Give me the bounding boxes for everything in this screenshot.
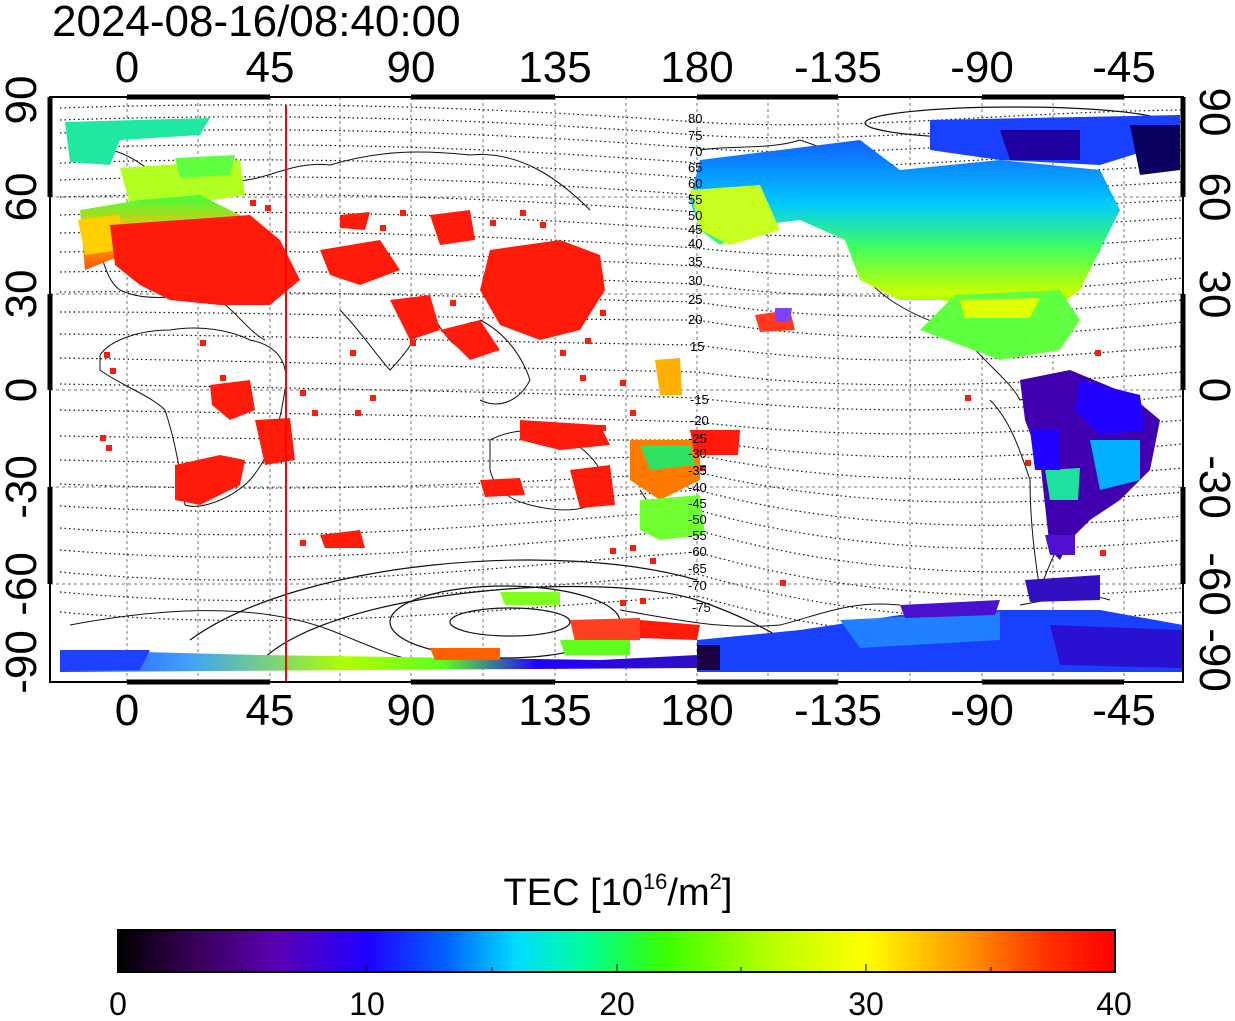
colorbar-tick-label: 30	[848, 986, 884, 1021]
top-axis-label: -135	[794, 43, 882, 92]
colorbar-tick-label: 40	[1096, 986, 1132, 1021]
left-axis-label: -90	[0, 630, 46, 694]
map-plot-area: 80 75 70 65 60 55 50 45 40 35 30 25 20 1…	[50, 97, 1183, 682]
contour-label: 25	[688, 292, 702, 307]
top-longitude-axis: 0 45 90 135 180 -135 -90 -45	[115, 43, 1156, 92]
colorbar-tick-label: 10	[349, 986, 385, 1021]
contour-labels-south: -15 -20 -25 -30 -35 -40 -45 -50 -55 -60 …	[688, 392, 711, 615]
contour-label: -55	[688, 528, 707, 543]
left-latitude-axis: 90 60 30 0 -30 -60 -90	[0, 76, 46, 694]
right-axis-label: -30	[1190, 455, 1235, 519]
pole-contours	[189, 106, 1166, 663]
top-axis-label: 90	[387, 43, 436, 92]
contour-label: -60	[688, 544, 707, 559]
contour-label: 45	[688, 222, 702, 237]
contour-label: 70	[688, 144, 702, 159]
contour-label: 60	[688, 176, 702, 191]
colorbar-tick-label: 20	[599, 986, 635, 1021]
colorbar-tick-label: 0	[109, 986, 127, 1021]
top-axis-label: 45	[246, 43, 295, 92]
timestamp-title: 2024-08-16/08:40:00	[52, 0, 461, 46]
contour-label: 75	[688, 128, 702, 143]
right-axis-label: -60	[1190, 552, 1235, 616]
tec-data-patches	[60, 115, 1183, 672]
colorbar-title-mid: /m	[667, 872, 709, 914]
contour-label: 40	[688, 236, 702, 251]
contour-label: 35	[688, 254, 702, 269]
left-axis-label: 0	[0, 378, 46, 402]
contour-label: -40	[688, 480, 707, 495]
colorbar-title-sup1: 16	[643, 869, 667, 894]
bottom-axis-label: -135	[794, 686, 882, 735]
contour-label: 20	[688, 312, 702, 327]
contour-label: -50	[688, 512, 707, 527]
right-axis-label: -90	[1190, 628, 1235, 692]
contour-label: 50	[688, 208, 702, 223]
contour-label: -30	[688, 446, 707, 461]
contour-labels-north: 80 75 70 65 60 55 50 45 40 35 30 25 20 1…	[688, 111, 704, 354]
bottom-axis-label: -90	[950, 686, 1014, 735]
plot-frame	[47, 94, 1186, 685]
contour-label: -35	[688, 463, 707, 478]
left-axis-label: 30	[0, 270, 46, 319]
right-latitude-axis: 90 60 30 0 -30 -60 -90	[1190, 88, 1235, 692]
contour-label: 30	[688, 273, 702, 288]
contour-label: -65	[688, 561, 707, 576]
right-axis-label: 0	[1190, 378, 1235, 402]
contour-label: 65	[688, 160, 702, 175]
contour-label: 80	[688, 111, 702, 126]
tec-colorbar: 0 10 20 30 40	[109, 929, 1132, 1021]
contour-label: -25	[688, 431, 707, 446]
contour-label: -45	[688, 496, 707, 511]
left-axis-label: -60	[0, 552, 46, 616]
top-axis-label: 0	[115, 43, 139, 92]
colorbar-title-sup2: 2	[710, 869, 722, 894]
left-axis-label: 60	[0, 173, 46, 222]
bottom-longitude-axis: 0 45 90 135 180 -135 -90 -45	[115, 686, 1156, 735]
right-axis-label: 90	[1190, 88, 1235, 137]
bottom-axis-label: 45	[246, 686, 295, 735]
colorbar-title-end: ]	[722, 872, 733, 914]
contour-label: 15	[690, 339, 704, 354]
top-axis-label: 180	[660, 43, 733, 92]
scattered-data-points	[100, 200, 1106, 606]
left-axis-label: -30	[0, 455, 46, 519]
contour-label: -20	[690, 413, 709, 428]
right-axis-label: 60	[1190, 173, 1235, 222]
bottom-axis-label: 135	[518, 686, 591, 735]
left-axis-label: 90	[0, 76, 46, 125]
right-axis-label: 30	[1190, 270, 1235, 319]
contour-label: 55	[688, 192, 702, 207]
contour-label: -15	[690, 392, 709, 407]
contour-label: -70	[688, 578, 707, 593]
bottom-axis-label: 180	[660, 686, 733, 735]
top-axis-label: -90	[950, 43, 1014, 92]
bottom-axis-label: -45	[1092, 686, 1156, 735]
top-axis-label: 135	[518, 43, 591, 92]
colorbar-title: TEC [1016/m2]	[504, 869, 733, 914]
colorbar-title-main: TEC [10	[504, 872, 643, 914]
bottom-axis-label: 90	[387, 686, 436, 735]
contour-label: -75	[692, 600, 711, 615]
bottom-axis-label: 0	[115, 686, 139, 735]
top-axis-label: -45	[1092, 43, 1156, 92]
